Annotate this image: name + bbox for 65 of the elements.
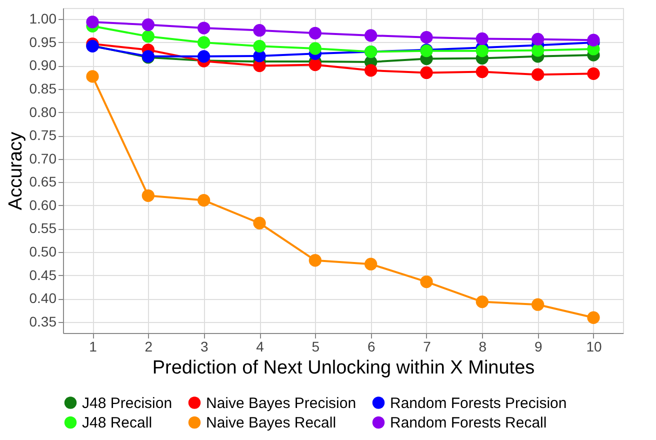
point: [253, 24, 266, 37]
x-axis-title: Prediction of Next Unlocking within X Minutes: [152, 358, 535, 378]
x-tick-label: 4: [256, 338, 264, 354]
point: [532, 32, 544, 46]
y-axis-title: Accuracy: [5, 131, 26, 210]
legend-label: J48 Recall: [82, 414, 152, 432]
point: [476, 295, 488, 308]
x-tick-label: 6: [367, 338, 376, 354]
y-tick-label: 0.70: [29, 150, 57, 166]
y-tick-label: 0.85: [29, 80, 57, 97]
point: [420, 275, 433, 288]
point: [86, 70, 99, 83]
point: [587, 67, 600, 80]
point: [420, 31, 433, 44]
y-tick-label: 0.65: [29, 174, 57, 190]
point: [198, 50, 210, 63]
point: [86, 16, 99, 28]
legend-label: Random Forests Precision: [390, 394, 567, 412]
legend-label: J48 Precision: [82, 394, 172, 412]
point: [587, 34, 600, 46]
point: [142, 30, 154, 43]
point: [532, 68, 544, 81]
x-tick-label: 9: [534, 338, 542, 354]
point: [308, 42, 322, 55]
point: [253, 40, 266, 52]
y-tick-label: 0.90: [29, 57, 57, 74]
legend-label: Random Forests Recall: [390, 414, 547, 432]
point: [198, 194, 210, 207]
point: [364, 258, 378, 270]
point: [308, 58, 322, 72]
point: [420, 66, 433, 80]
point: [253, 216, 266, 230]
point: [476, 65, 488, 78]
point: [587, 311, 600, 324]
x-tick-label: 5: [312, 338, 320, 354]
y-tick-label: 0.35: [29, 313, 57, 330]
point: [308, 254, 322, 267]
point: [198, 36, 210, 49]
point: [308, 26, 322, 40]
x-tick-label: 8: [478, 338, 487, 354]
x-tick-label: 3: [200, 338, 208, 354]
y-tick-label: 0.95: [29, 34, 57, 50]
y-tick-label: 0.75: [29, 127, 57, 144]
x-tick-label: 2: [144, 338, 153, 354]
y-tick-label: 0.55: [29, 220, 57, 236]
point: [532, 44, 544, 57]
y-tick-label: 0.45: [29, 266, 57, 283]
x-tick-label: 10: [586, 338, 602, 354]
x-tick-label: 7: [423, 338, 432, 354]
y-tick-label: 1.00: [29, 10, 57, 27]
point: [198, 22, 210, 34]
y-tick-label: 0.80: [29, 104, 57, 120]
y-tick-label: 0.50: [29, 243, 57, 260]
legend-label: Naive Bayes Precision: [206, 394, 356, 412]
y-tick-label: 0.40: [29, 290, 57, 306]
point: [142, 189, 154, 202]
legend-label: Naive Bayes Recall: [206, 414, 336, 432]
point: [142, 18, 154, 32]
x-tick-label: 1: [89, 338, 98, 354]
point: [364, 64, 378, 77]
point: [364, 29, 378, 42]
point: [476, 44, 488, 58]
point: [532, 298, 544, 311]
point: [476, 32, 488, 46]
y-tick-label: 0.60: [29, 196, 57, 213]
